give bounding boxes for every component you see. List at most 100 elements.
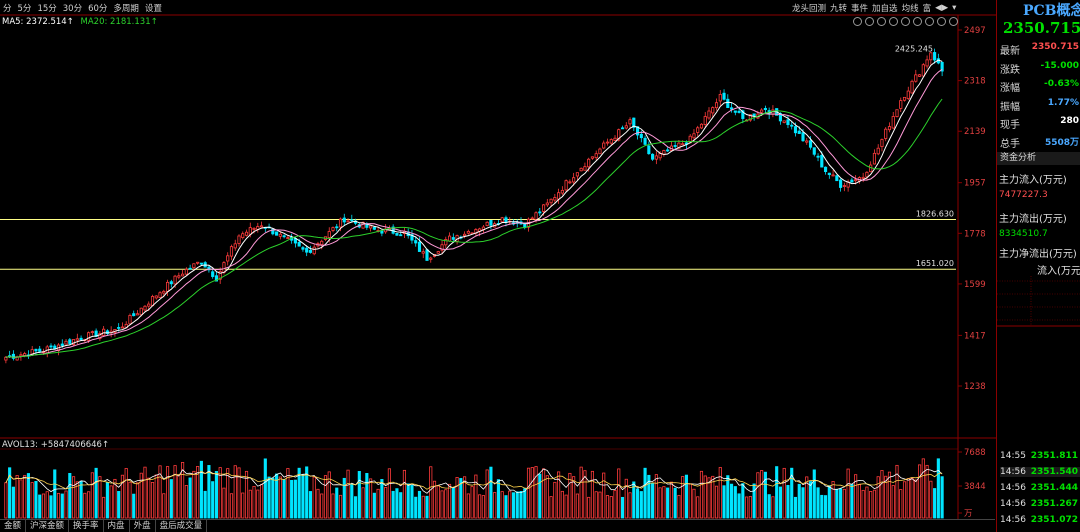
volume-bar xyxy=(75,481,79,519)
candle xyxy=(568,181,572,184)
toolbar-item-0[interactable]: 龙头回测 xyxy=(792,3,827,14)
period-item-2[interactable]: 15分 xyxy=(37,3,57,14)
toolbar-item-6[interactable]: ◀▶ xyxy=(935,2,949,13)
candle xyxy=(361,221,365,229)
candle xyxy=(425,249,429,261)
candle xyxy=(350,219,354,222)
volume-bar xyxy=(455,477,459,519)
volume-axis-tick-2: 万 xyxy=(964,509,973,519)
volume-bar xyxy=(463,476,467,519)
tab-2[interactable]: 换手率 xyxy=(69,520,104,532)
zoom-icon[interactable] xyxy=(949,17,958,26)
period-item-5[interactable]: 多周期 xyxy=(113,3,139,14)
period-item-0[interactable]: 分 xyxy=(3,3,12,14)
volume-bar xyxy=(869,491,873,519)
candle xyxy=(673,145,677,147)
volume-bar xyxy=(500,491,504,519)
volume-bar xyxy=(594,491,598,519)
tab-3[interactable]: 内盘 xyxy=(104,520,130,532)
candle xyxy=(414,240,418,244)
volume-bar xyxy=(707,477,711,519)
plus-icon[interactable] xyxy=(937,17,946,26)
calendar-icon[interactable] xyxy=(913,17,922,26)
volume-bar xyxy=(921,458,925,519)
building-icon[interactable] xyxy=(901,17,910,26)
candle xyxy=(196,261,200,264)
volume-bar xyxy=(53,469,57,519)
volume-bar xyxy=(447,483,452,519)
candle xyxy=(466,231,470,234)
candle xyxy=(60,343,64,346)
volume-bar xyxy=(338,494,343,519)
tab-4[interactable]: 外盘 xyxy=(130,520,156,532)
gear-icon[interactable] xyxy=(853,17,862,26)
candle xyxy=(899,100,903,109)
candle xyxy=(703,116,707,125)
period-menu: 分 5分 15分 30分 60分 多周期 设置 xyxy=(0,0,162,15)
candle xyxy=(417,241,422,252)
volume-bar xyxy=(301,473,305,519)
candle xyxy=(583,166,587,171)
tab-1[interactable]: 沪深金额 xyxy=(26,520,70,532)
period-item-1[interactable]: 5分 xyxy=(17,3,32,14)
volume-bar xyxy=(214,471,219,519)
tab-0[interactable]: 金额 xyxy=(0,520,27,532)
candle xyxy=(854,179,858,182)
period-item-4[interactable]: 60分 xyxy=(88,3,108,14)
candle xyxy=(805,140,809,143)
volume-bar xyxy=(557,471,561,519)
capital-analysis-tab[interactable]: 资金分析 xyxy=(997,152,1080,165)
toolbar-item-1[interactable]: 九转 xyxy=(830,3,848,14)
toolbar-item-7[interactable]: ▾ xyxy=(952,2,957,13)
volume-bar xyxy=(519,491,523,519)
hat-icon[interactable] xyxy=(889,17,898,26)
volume-bar xyxy=(575,493,579,519)
candle xyxy=(320,240,324,245)
minus-icon[interactable] xyxy=(865,17,874,26)
period-item-6[interactable]: 设置 xyxy=(144,3,162,14)
volume-bar xyxy=(425,495,429,519)
volume-bar xyxy=(4,482,8,519)
volume-bar xyxy=(353,496,358,519)
toolbar-item-2[interactable]: 事件 xyxy=(851,3,869,14)
volume-bar xyxy=(128,481,132,519)
volume-bar xyxy=(699,470,704,519)
period-item-3[interactable]: 30分 xyxy=(62,3,83,14)
volume-bar xyxy=(530,467,534,519)
volume-bar xyxy=(83,492,87,519)
target-icon[interactable] xyxy=(925,17,934,26)
volume-bar xyxy=(105,482,109,519)
candle xyxy=(895,109,899,117)
volume-bar xyxy=(613,490,617,519)
volume-bar xyxy=(635,488,640,519)
stat-label: 涨幅 xyxy=(1000,83,1020,94)
volume-bar xyxy=(177,474,181,519)
candle xyxy=(760,109,764,113)
candle xyxy=(11,353,15,359)
volume-bar xyxy=(846,468,850,519)
volume-bar xyxy=(639,491,643,519)
toolbar-item-5[interactable]: 富 xyxy=(922,3,932,14)
volume-legend: AVOL13: +5847406646↑ xyxy=(2,440,110,450)
volume-bar xyxy=(538,473,542,519)
inflow-label: 主力流入(万元) xyxy=(999,175,1067,186)
volume-bar xyxy=(628,492,632,519)
candle xyxy=(594,153,598,159)
candle xyxy=(342,217,346,223)
eye-icon[interactable] xyxy=(877,17,886,26)
volume-bar xyxy=(188,477,192,519)
candle xyxy=(308,249,313,253)
candle xyxy=(38,348,42,352)
candle xyxy=(233,243,237,249)
toolbar-item-3[interactable]: 加自选 xyxy=(872,3,898,14)
candle xyxy=(237,235,241,244)
tab-5[interactable]: 盘后成交量 xyxy=(156,520,208,532)
tick-time: 14:56 xyxy=(1000,515,1026,525)
candle xyxy=(921,64,925,77)
toolbar-item-4[interactable]: 均线 xyxy=(901,3,919,14)
volume-bar xyxy=(414,496,418,519)
volume-bar xyxy=(651,483,655,519)
volume-bar xyxy=(113,478,117,519)
candle xyxy=(34,348,38,352)
